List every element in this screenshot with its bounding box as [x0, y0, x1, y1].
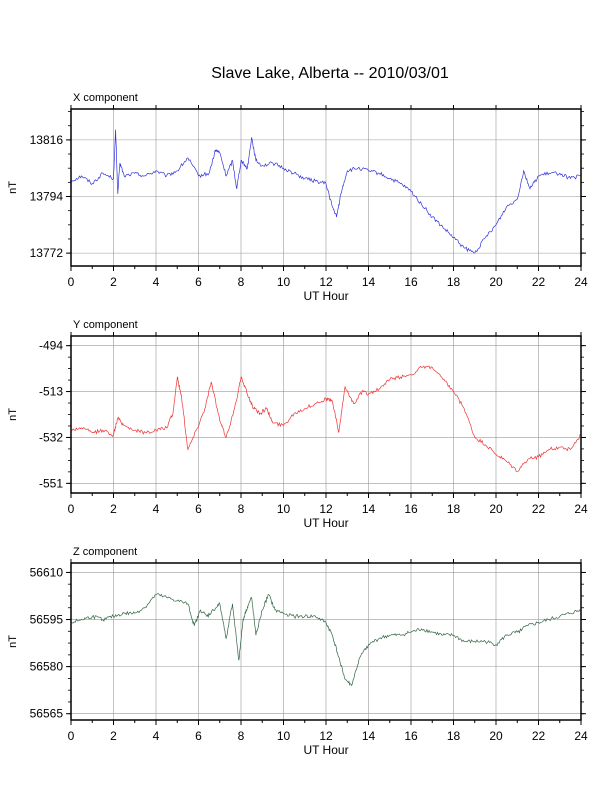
x-tick-label: 12 [319, 729, 333, 743]
x-tick-label: 8 [238, 275, 245, 289]
x-tick-label: 16 [404, 729, 418, 743]
x-tick-label: 2 [110, 502, 117, 516]
x-tick-label: 16 [404, 275, 418, 289]
x-tick-label: 0 [68, 502, 75, 516]
chart-title: Slave Lake, Alberta -- 2010/03/01 [211, 65, 449, 82]
y-tick-label: -532 [39, 430, 63, 444]
x-tick-label: 0 [68, 275, 75, 289]
x-tick-label: 10 [277, 502, 291, 516]
x-tick-label: 6 [195, 729, 202, 743]
y-axis-label: nT [7, 181, 19, 194]
y-tick-label: -551 [39, 476, 63, 490]
y-tick-label: 13794 [30, 190, 64, 204]
x-tick-label: 6 [195, 502, 202, 516]
x-tick-label: 24 [574, 502, 588, 516]
series-line [70, 129, 582, 254]
x-tick-label: 22 [532, 729, 546, 743]
plot-frame [70, 335, 582, 494]
x-tick-label: 10 [277, 275, 291, 289]
x-tick-label: 16 [404, 502, 418, 516]
y-axis-label: nT [7, 635, 19, 648]
x-axis-label: UT Hour [303, 743, 348, 757]
panel-label: X component [73, 92, 138, 104]
x-tick-label: 8 [238, 729, 245, 743]
x-tick-label: 24 [574, 729, 588, 743]
y-tick-label: 56610 [30, 565, 64, 579]
x-tick-label: 18 [447, 275, 461, 289]
x-tick-label: 12 [319, 502, 333, 516]
y-tick-label: -513 [39, 385, 63, 399]
x-axis-label: UT Hour [303, 516, 348, 530]
x-tick-label: 20 [489, 275, 503, 289]
y-tick-label: 13816 [30, 133, 64, 147]
x-tick-label: 10 [277, 729, 291, 743]
x-tick-label: 14 [362, 502, 376, 516]
y-axis-label: nT [7, 408, 19, 421]
y-tick-label: 56595 [30, 613, 64, 627]
x-tick-label: 20 [489, 729, 503, 743]
x-tick-label: 20 [489, 502, 503, 516]
x-tick-label: 0 [68, 729, 75, 743]
y-tick-label: -494 [39, 339, 63, 353]
x-tick-label: 4 [153, 502, 160, 516]
x-tick-label: 14 [362, 275, 376, 289]
x-tick-label: 18 [447, 502, 461, 516]
series-line [70, 365, 582, 472]
x-tick-label: 24 [574, 275, 588, 289]
panel-label: Z component [73, 546, 137, 558]
y-tick-label: 56565 [30, 707, 64, 721]
x-tick-label: 2 [110, 275, 117, 289]
y-tick-label: 56580 [30, 660, 64, 674]
plot-frame [70, 562, 582, 721]
series-line [70, 592, 582, 687]
x-tick-label: 6 [195, 275, 202, 289]
x-tick-label: 14 [362, 729, 376, 743]
x-axis-label: UT Hour [303, 289, 348, 303]
x-tick-label: 18 [447, 729, 461, 743]
x-tick-label: 12 [319, 275, 333, 289]
panel-label: Y component [73, 319, 138, 331]
x-tick-label: 2 [110, 729, 117, 743]
plot-frame [70, 108, 582, 267]
y-tick-label: 13772 [30, 246, 64, 260]
x-tick-label: 8 [238, 502, 245, 516]
x-tick-label: 4 [153, 729, 160, 743]
x-tick-label: 4 [153, 275, 160, 289]
x-tick-label: 22 [532, 502, 546, 516]
x-tick-label: 22 [532, 275, 546, 289]
